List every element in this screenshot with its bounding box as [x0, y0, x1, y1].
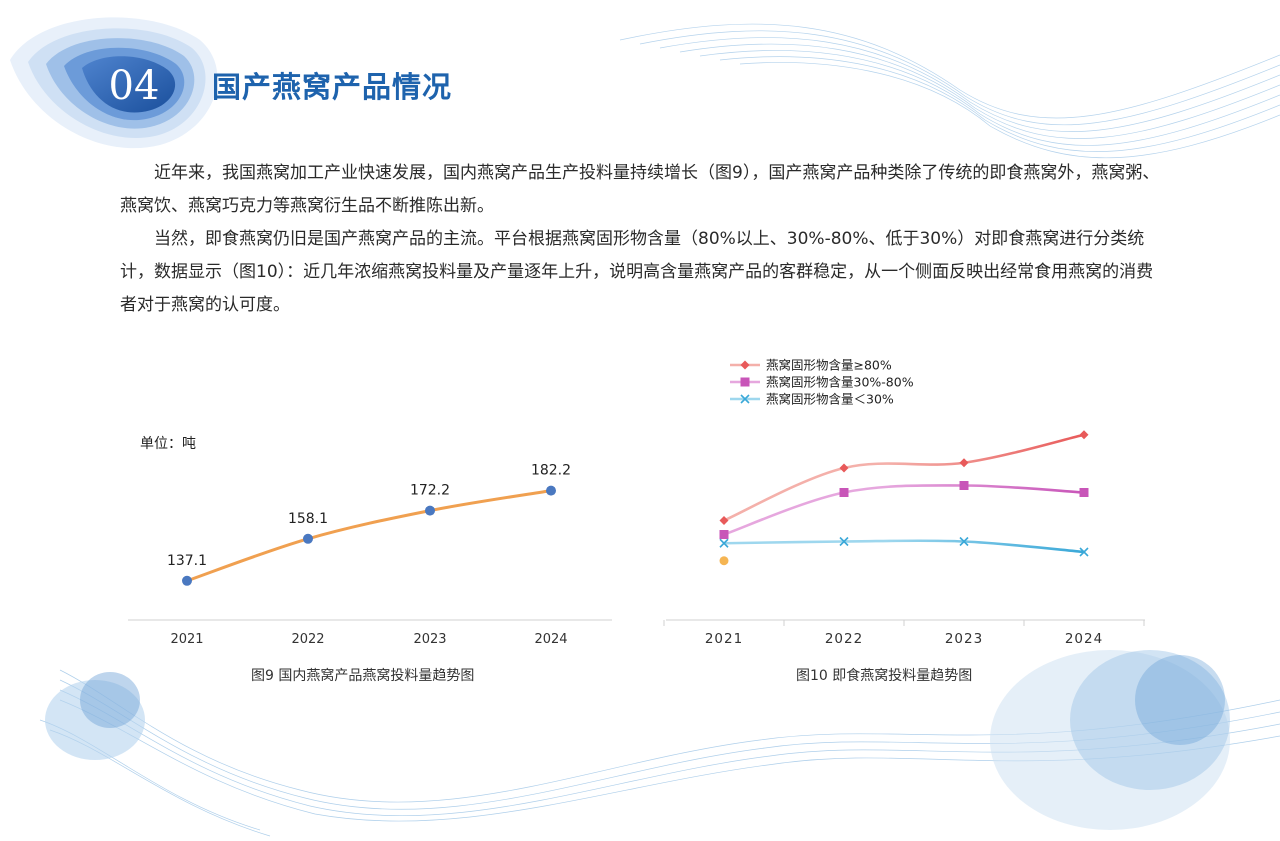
chart1-x-tick-labels: 2021 2022 2023 2024: [170, 632, 567, 647]
chart2-point-series-3-2024: [1079, 547, 1089, 557]
chart2-series-lines: [723, 433, 1085, 554]
chart1-data-label-2021: 137.1: [167, 553, 207, 569]
chart1-x-tick-2021: 2021: [170, 632, 203, 647]
chart2-point-series-3-2021: [719, 538, 729, 548]
chart2-legend-label-2: 燕窝固形物含量30%-80%: [766, 375, 914, 390]
chart1-series: [186, 489, 552, 583]
chart1-x-tick-2023: 2023: [413, 632, 446, 647]
chart2-x-tick-2022: 2022: [825, 631, 863, 647]
paragraph-2: 当然，即食燕窝仍旧是国产燕窝产品的主流。平台根据燕窝固形物含量（80%以上、30…: [120, 229, 1154, 315]
chart2-legend-marker-2: [740, 377, 750, 387]
chart2-line-series-3: [723, 539, 1085, 554]
chart1-unit-label: 单位：吨: [140, 436, 196, 452]
chart2-legend-item-1: 燕窝固形物含量≥80%: [730, 358, 892, 373]
chart2-x-tick-2024: 2024: [1065, 631, 1103, 647]
chart2-x-ticks: [663, 620, 1145, 626]
chart2-points: [719, 430, 1089, 566]
chart2-line-series-1: [723, 433, 1085, 522]
chart2-point-series-3-2023: [959, 536, 969, 547]
chart-fig9: 单位：吨 2021 2022 2023 2024 137.1 158.1 172.2 182…: [128, 436, 612, 647]
section-number: 04: [108, 63, 160, 109]
bottom-left-dot-decoration: [45, 672, 145, 760]
chart2-point-series-1-2024: [1079, 430, 1089, 440]
chart2-caption: 图10 即食燕窝投料量趋势图: [796, 668, 973, 684]
chart2-point-series-2-2023: [959, 481, 969, 490]
chart2-legend: 燕窝固形物含量≥80% 燕窝固形物含量30%-80% 燕窝固形物含量＜30%: [730, 358, 914, 407]
chart2-legend-label-1: 燕窝固形物含量≥80%: [766, 358, 892, 373]
chart2-legend-item-2: 燕窝固形物含量30%-80%: [730, 375, 914, 390]
chart1-caption: 图9 国内燕窝产品燕窝投料量趋势图: [251, 668, 475, 684]
chart2-point-series-2-2022: [839, 488, 849, 497]
chart2-point-series-3-2022: [839, 536, 849, 547]
chart2-legend-marker-3: [740, 394, 750, 404]
chart1-line: [186, 489, 552, 583]
chart1-data-label-2023: 172.2: [410, 483, 450, 499]
corner-blob-decoration: [10, 17, 218, 149]
chart1-data-label-2024: 182.2: [531, 463, 571, 479]
bottom-right-dot-decoration: [990, 650, 1230, 830]
chart1-point-2024: [546, 485, 556, 496]
chart2-legend-label-3: 燕窝固形物含量＜30%: [766, 392, 894, 407]
section-title: 国产燕窝产品情况: [212, 70, 453, 104]
chart1-point-2023: [425, 505, 435, 516]
paragraph-1: 近年来，我国燕窝加工产业快速发展，国内燕窝产品生产投料量持续增长（图9），国产燕…: [120, 163, 1160, 216]
chart1-data-label-2022: 158.1: [288, 511, 328, 527]
chart2-extra-point: [719, 556, 729, 566]
chart-fig10: 燕窝固形物含量≥80% 燕窝固形物含量30%-80% 燕窝固形物含量＜30% 202…: [663, 358, 1145, 647]
chart1-data-labels: 137.1 158.1 172.2 182.2: [167, 463, 571, 569]
chart2-legend-item-3: 燕窝固形物含量＜30%: [730, 392, 894, 407]
chart1-x-tick-2022: 2022: [291, 632, 324, 647]
chart1-x-tick-2024: 2024: [534, 632, 567, 647]
chart2-point-series-2-2024: [1079, 488, 1089, 497]
chart2-legend-marker-1: [740, 360, 750, 370]
top-wave-decoration: [619, 23, 1280, 159]
chart2-point-series-1-2023: [959, 458, 969, 468]
chart2-point-series-2-2021: [719, 530, 729, 539]
chart2-x-tick-2023: 2023: [945, 631, 983, 647]
chart1-point-2021: [182, 575, 192, 586]
body-text: 近年来，我国燕窝加工产业快速发展，国内燕窝产品生产投料量持续增长（图9），国产燕…: [120, 157, 1170, 322]
chart2-line-series-2: [723, 484, 1085, 536]
chart2-x-tick-labels: 2021 2022 2023 2024: [705, 631, 1103, 647]
chart2-x-tick-2021: 2021: [705, 631, 743, 647]
chart1-points: [182, 485, 556, 586]
chart1-point-2022: [303, 533, 313, 544]
chart2-point-series-1-2021: [719, 516, 729, 525]
chart2-point-series-1-2022: [839, 463, 849, 473]
